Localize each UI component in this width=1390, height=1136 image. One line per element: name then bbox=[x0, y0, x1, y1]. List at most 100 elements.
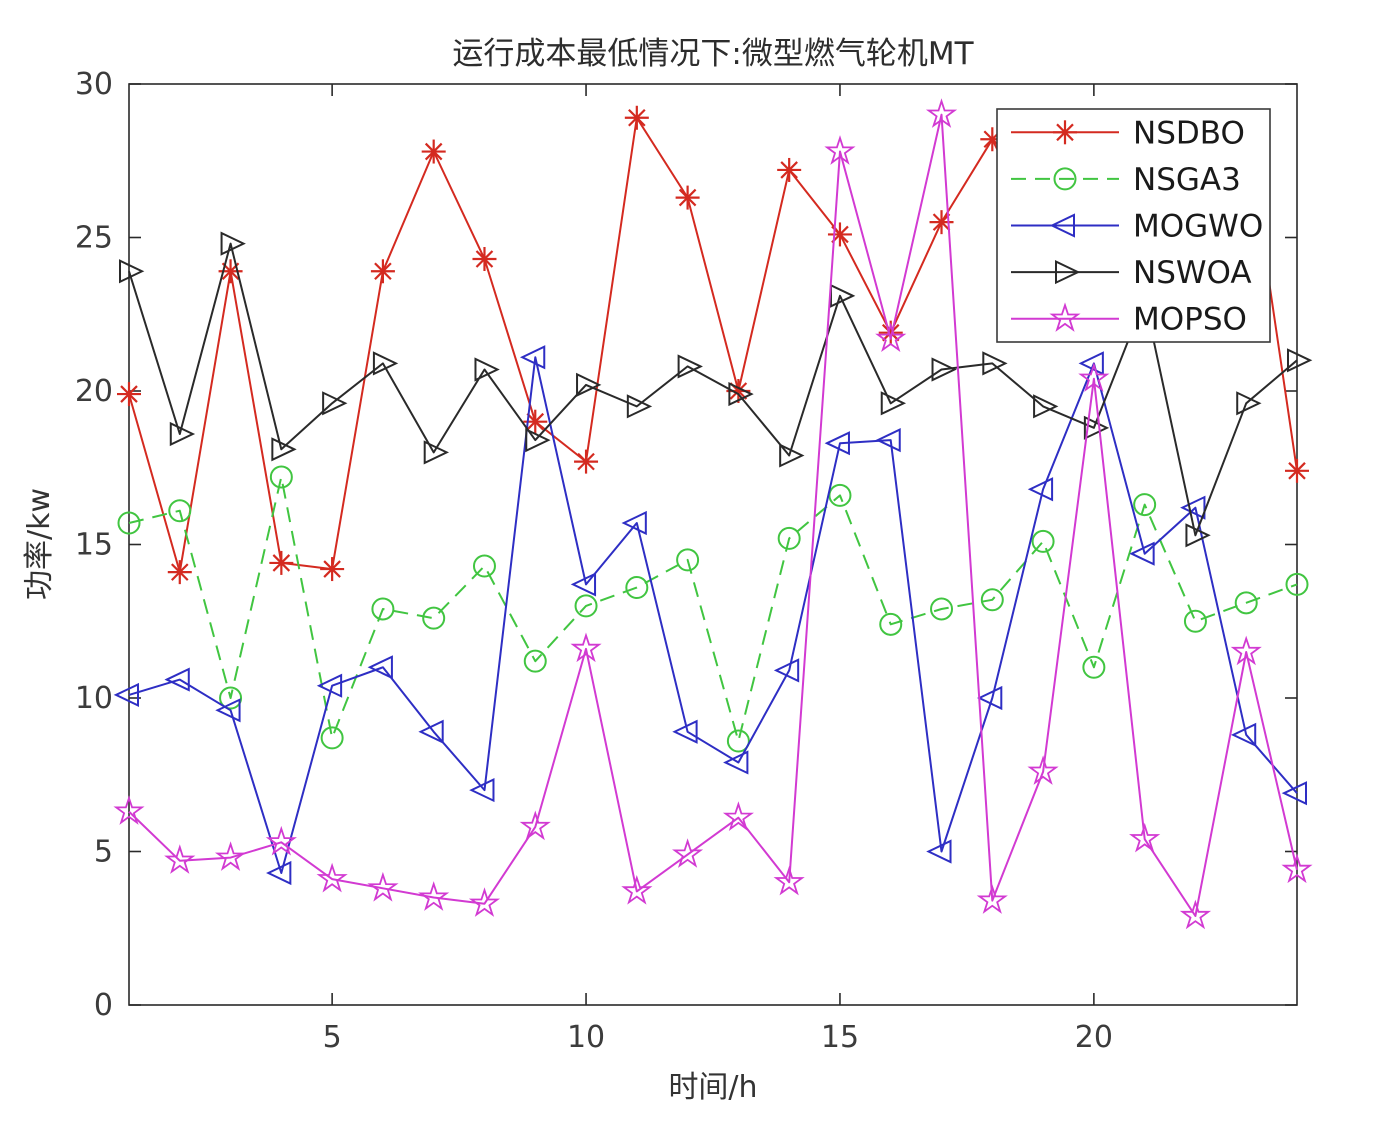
circle-marker bbox=[1082, 655, 1106, 679]
circle-marker bbox=[980, 588, 1004, 612]
asterisk-marker bbox=[1056, 123, 1074, 142]
asterisk-marker bbox=[323, 560, 341, 578]
triangle-right-marker bbox=[1236, 391, 1262, 416]
triangle-right-marker bbox=[626, 394, 653, 419]
triangle-left-marker bbox=[469, 778, 495, 803]
asterisk-marker bbox=[780, 161, 798, 179]
triangle-left-marker bbox=[1230, 722, 1257, 747]
triangle-left-marker bbox=[1027, 477, 1054, 502]
circle-marker bbox=[371, 597, 395, 621]
triangle-left-marker bbox=[164, 667, 190, 692]
triangle-right-marker bbox=[220, 231, 246, 256]
circle-marker bbox=[726, 729, 750, 753]
triangle-left-marker bbox=[215, 698, 241, 723]
asterisk-marker bbox=[120, 385, 138, 403]
star-marker bbox=[214, 841, 247, 871]
triangle-left-marker bbox=[621, 510, 647, 536]
triangle-right-marker bbox=[880, 391, 907, 416]
circle-marker bbox=[422, 606, 446, 630]
triangle-left-marker bbox=[824, 431, 850, 456]
triangle-right-marker bbox=[982, 351, 1008, 376]
asterisk-marker bbox=[424, 142, 443, 161]
asterisk-marker bbox=[526, 412, 545, 431]
y-tick-label: 10 bbox=[75, 681, 113, 716]
circle-marker bbox=[472, 554, 496, 578]
legend-item-NSWOA: NSWOA bbox=[1011, 255, 1252, 291]
asterisk-marker bbox=[729, 382, 748, 400]
triangle-left-marker bbox=[1129, 541, 1155, 566]
star-marker bbox=[976, 884, 1008, 914]
series-MOGWO bbox=[113, 345, 1307, 886]
star-marker bbox=[621, 875, 653, 905]
chart-title: 运行成本最低情况下:微型燃气轮机MT bbox=[452, 36, 974, 72]
triangle-left-marker bbox=[418, 719, 444, 744]
star-marker bbox=[773, 865, 805, 896]
star-marker bbox=[519, 810, 551, 841]
triangle-right-marker bbox=[169, 421, 196, 447]
x-tick-label: 10 bbox=[567, 1020, 605, 1055]
triangle-left-marker bbox=[672, 719, 698, 744]
triangle-right-marker bbox=[119, 259, 145, 284]
triangle-right-marker bbox=[525, 428, 551, 453]
asterisk-marker bbox=[374, 262, 392, 281]
triangle-right-marker bbox=[474, 357, 500, 382]
star-marker bbox=[418, 881, 450, 911]
y-tick-label: 20 bbox=[75, 374, 113, 409]
circle-marker bbox=[1285, 572, 1309, 596]
asterisk-marker bbox=[577, 452, 595, 471]
series-NSGA3 bbox=[117, 465, 1309, 753]
x-axis-label: 时间/h bbox=[668, 1070, 758, 1105]
y-tick-label: 0 bbox=[94, 988, 113, 1023]
x-tick-label: 20 bbox=[1075, 1020, 1113, 1055]
triangle-left-marker bbox=[519, 345, 546, 370]
triangle-left-marker bbox=[570, 572, 597, 597]
triangle-right-marker bbox=[271, 437, 297, 462]
legend-item-MOPSO: MOPSO bbox=[1011, 302, 1247, 338]
star-marker bbox=[1078, 362, 1110, 392]
triangle-left-marker bbox=[316, 673, 343, 698]
triangle-right-marker bbox=[728, 381, 754, 407]
circle-marker bbox=[1053, 167, 1077, 191]
circle-marker bbox=[777, 526, 801, 550]
star-marker bbox=[113, 795, 145, 825]
star-marker bbox=[1179, 899, 1212, 930]
circle-marker bbox=[168, 499, 192, 523]
triangle-left-marker bbox=[723, 750, 749, 775]
legend: NSDBO NSGA3 MOGWO NSWOA MOPSO bbox=[996, 108, 1271, 343]
star-marker bbox=[164, 844, 196, 874]
circle-marker bbox=[625, 575, 649, 599]
star-marker bbox=[1129, 822, 1161, 853]
asterisk-marker bbox=[171, 563, 189, 581]
triangle-left-marker bbox=[367, 655, 393, 680]
star-marker bbox=[570, 632, 602, 663]
asterisk-marker bbox=[475, 250, 494, 268]
star-marker bbox=[1049, 302, 1081, 332]
triangle-right-marker bbox=[576, 372, 602, 397]
asterisk-marker bbox=[881, 323, 900, 342]
asterisk-marker bbox=[932, 213, 951, 231]
series-line-MOGWO bbox=[128, 356, 1298, 874]
circle-marker bbox=[1031, 529, 1055, 553]
triangle-right-marker bbox=[1185, 523, 1211, 548]
y-axis-label: 功率/kw bbox=[22, 487, 57, 601]
circle-marker bbox=[930, 597, 954, 621]
legend-item-MOGWO: MOGWO bbox=[1011, 209, 1263, 245]
triangle-right-marker bbox=[931, 357, 957, 382]
triangle-right-marker bbox=[1083, 415, 1110, 440]
legend-label-MOPSO: MOPSO bbox=[1133, 302, 1247, 338]
triangle-left-marker bbox=[266, 860, 292, 886]
x-tick-label: 15 bbox=[821, 1020, 859, 1055]
asterisk-marker bbox=[1288, 462, 1306, 480]
circle-marker bbox=[1133, 493, 1157, 517]
series-line-MOPSO bbox=[128, 113, 1298, 917]
star-marker bbox=[925, 98, 958, 128]
circle-marker bbox=[1183, 609, 1207, 633]
triangle-left-marker bbox=[875, 428, 901, 453]
triangle-right-marker bbox=[1055, 260, 1081, 285]
triangle-right-marker bbox=[677, 354, 703, 379]
circle-marker bbox=[676, 548, 700, 572]
circle-marker bbox=[219, 686, 243, 710]
triangle-right-marker bbox=[372, 351, 399, 376]
